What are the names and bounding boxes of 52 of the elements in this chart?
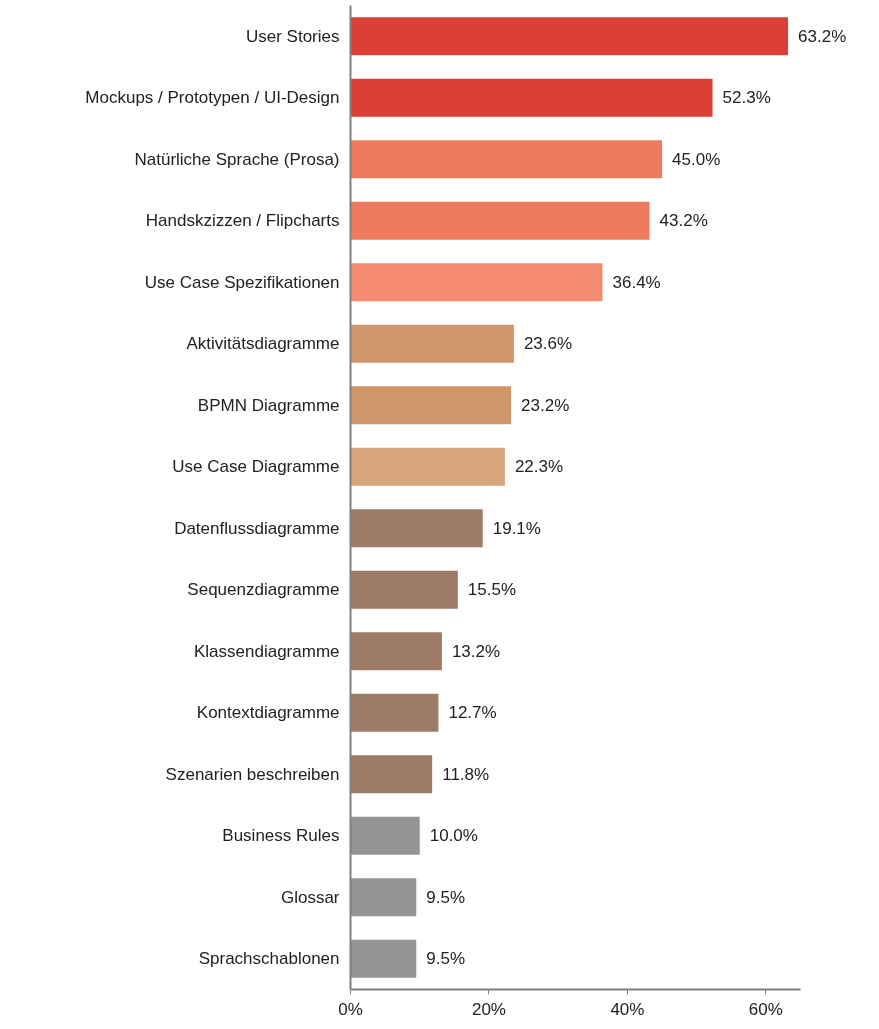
data-label: 9.5% <box>426 949 466 969</box>
data-label: 23.6% <box>523 334 573 354</box>
data-label: 63.2% <box>798 26 847 46</box>
data-label: 9.5% <box>426 887 466 907</box>
data-label: 15.5% <box>467 580 517 600</box>
bar <box>350 939 417 978</box>
data-label: 13.2% <box>451 641 501 661</box>
data-label: 10.0% <box>429 826 478 846</box>
y-tick-label: Klassendiagramme <box>193 641 340 661</box>
bar <box>350 447 505 486</box>
data-label: 52.3% <box>722 88 771 108</box>
y-tick-label: Use Case Diagramme <box>172 457 340 477</box>
bar <box>350 263 603 302</box>
data-label: 11.8% <box>442 764 490 784</box>
y-tick-label: Mockups / Prototypen / UI-Design <box>85 88 340 108</box>
bar <box>350 632 442 671</box>
data-label: 22.3% <box>514 457 564 477</box>
bar <box>350 140 663 179</box>
y-tick-label: Szenarien beschreiben <box>165 764 340 784</box>
y-tick-label: Glossar <box>280 887 340 907</box>
x-tick-label: 0% <box>338 999 363 1019</box>
y-tick-label: BPMN Diagramme <box>197 395 340 415</box>
y-tick-label: Handskzizzen / Flipcharts <box>145 211 340 231</box>
y-tick-label: Aktivitätsdiagramme <box>186 334 340 354</box>
data-label: 23.2% <box>521 395 570 415</box>
data-label: 45.0% <box>672 149 721 169</box>
data-label: 36.4% <box>612 272 661 292</box>
y-tick-label: Use Case Spezifikationen <box>144 272 340 292</box>
x-tick-label: 20% <box>471 999 506 1019</box>
y-tick-label: Datenflussdiagramme <box>174 518 340 538</box>
bar <box>350 509 483 548</box>
bar <box>350 324 514 363</box>
y-tick-label: Sequenzdiagramme <box>187 580 340 600</box>
data-label: 12.7% <box>448 703 497 723</box>
bar <box>350 755 433 794</box>
bar <box>350 201 650 240</box>
y-tick-label: Natürliche Sprache (Prosa) <box>134 149 340 169</box>
bar <box>350 816 420 855</box>
bar <box>350 78 713 117</box>
bar <box>350 570 458 609</box>
x-tick-label: 40% <box>610 999 645 1019</box>
y-tick-label: Kontextdiagramme <box>196 703 340 723</box>
x-tick-label: 60% <box>748 999 783 1019</box>
bar <box>350 386 512 425</box>
data-label: 19.1% <box>492 518 541 538</box>
data-label: 43.2% <box>659 211 708 231</box>
y-tick-label: Business Rules <box>222 826 340 846</box>
bar <box>350 693 439 732</box>
bar <box>350 878 417 917</box>
bar <box>350 17 789 56</box>
y-tick-label: User Stories <box>245 26 340 46</box>
y-tick-label: Sprachschablonen <box>198 949 340 969</box>
